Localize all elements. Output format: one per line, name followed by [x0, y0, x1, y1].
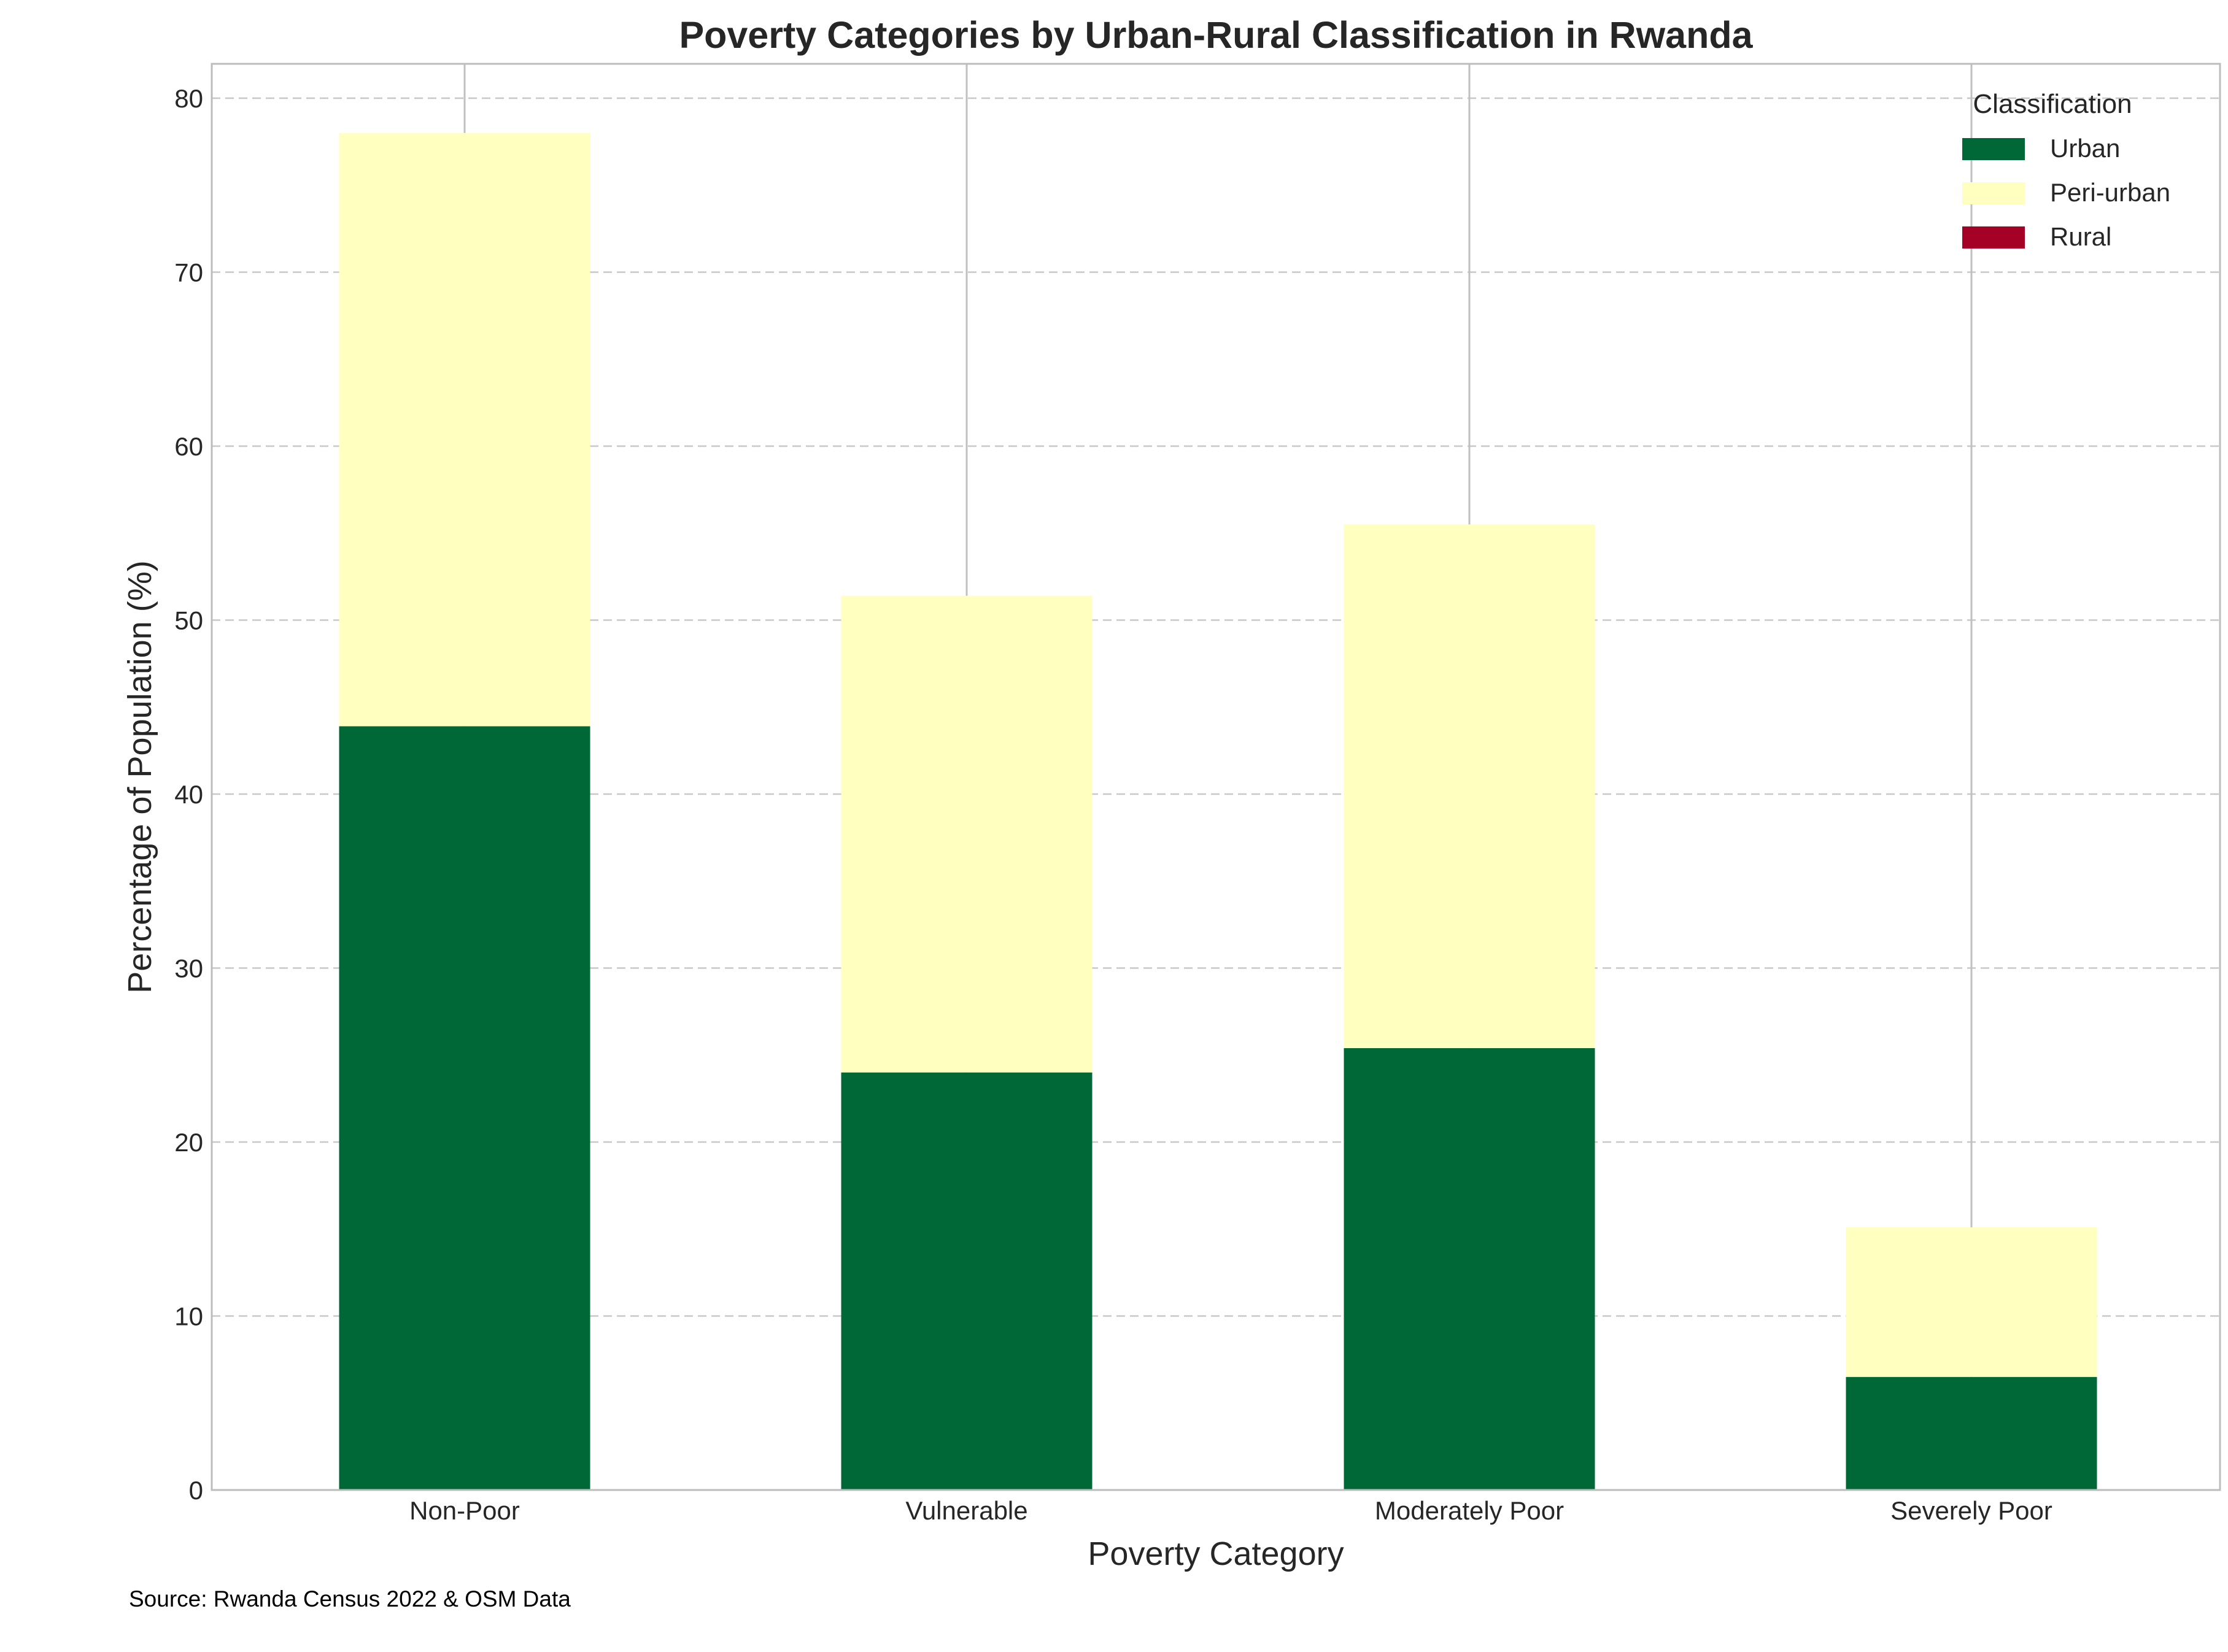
- y-tick-label: 10: [174, 1302, 203, 1331]
- y-tick-label: 40: [174, 780, 203, 809]
- y-tick-label: 50: [174, 606, 203, 635]
- plot-frame: [211, 63, 2221, 1491]
- y-tick-label: 30: [174, 954, 203, 983]
- y-tick-label: 0: [189, 1476, 203, 1505]
- legend-label: Peri-urban: [2050, 178, 2170, 207]
- x-tick-label: Vulnerable: [905, 1496, 1027, 1525]
- y-axis-label: Percentage of Population (%): [122, 560, 158, 993]
- x-tick-label: Non-Poor: [409, 1496, 520, 1525]
- x-tick-labels: Non-Poor Vulnerable Moderately Poor Severel…: [409, 1496, 2052, 1525]
- bar-peri-urban: [1846, 1227, 2097, 1377]
- legend-items: Urban Peri-urban Rural: [1962, 134, 2170, 251]
- legend-swatch: [1962, 226, 2025, 249]
- legend-label: Rural: [2050, 222, 2111, 251]
- bars: [339, 133, 2097, 1490]
- y-tick-label: 20: [174, 1128, 203, 1157]
- bar-urban: [1846, 1376, 2097, 1490]
- legend-title: Classification: [1973, 89, 2132, 119]
- bar-urban: [841, 1072, 1093, 1490]
- source-note: Source: Rwanda Census 2022 & OSM Data: [129, 1586, 571, 1611]
- bar-peri-urban: [1344, 524, 1595, 1048]
- y-tick-label: 80: [174, 84, 203, 113]
- x-axis-label: Poverty Category: [1088, 1535, 1344, 1572]
- x-tick-label: Moderately Poor: [1375, 1496, 1564, 1525]
- legend-label: Urban: [2050, 134, 2120, 163]
- bar-urban: [1344, 1048, 1595, 1490]
- bar-peri-urban: [339, 133, 590, 727]
- bar-urban: [339, 726, 590, 1490]
- y-tick-label: 60: [174, 432, 203, 461]
- legend: Classification Urban Peri-urban Rural: [1962, 89, 2170, 251]
- y-tick-labels: 0 10 20 30 40 50 60 70 80: [174, 84, 203, 1505]
- legend-swatch: [1962, 138, 2025, 160]
- chart-title: Poverty Categories by Urban-Rural Classi…: [679, 14, 1753, 56]
- x-tick-label: Severely Poor: [1890, 1496, 2052, 1525]
- legend-swatch: [1962, 182, 2025, 204]
- bar-peri-urban: [841, 595, 1093, 1073]
- y-tick-label: 70: [174, 258, 203, 287]
